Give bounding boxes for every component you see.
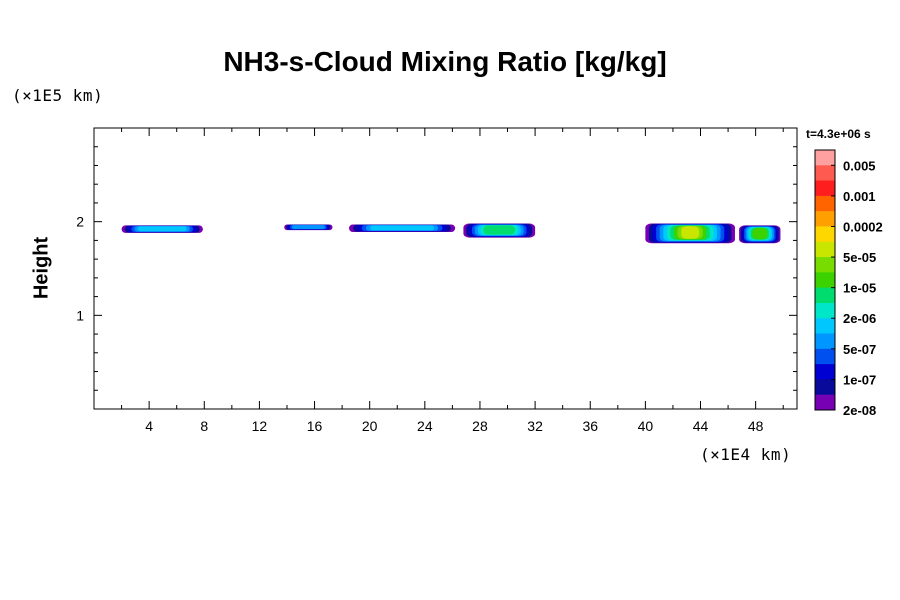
colorbar-label: 0.0002 bbox=[843, 219, 883, 234]
cloud-region bbox=[121, 225, 203, 233]
cloud-field bbox=[121, 223, 781, 244]
colorbar-swatch bbox=[815, 226, 835, 243]
colorbar-swatch bbox=[815, 257, 835, 273]
colorbar-swatch bbox=[815, 150, 835, 166]
colorbar-swatch bbox=[815, 165, 835, 182]
x-tick-label: 24 bbox=[417, 418, 433, 434]
x-tick-label: 20 bbox=[362, 418, 378, 434]
cloud-region bbox=[284, 224, 333, 231]
x-tick-label: 36 bbox=[582, 418, 598, 434]
colorbar-swatch bbox=[815, 211, 835, 227]
y-axis-unit: (×1E5 km) bbox=[12, 86, 104, 105]
colorbar-swatch bbox=[815, 379, 835, 396]
colorbar-swatch bbox=[815, 318, 835, 335]
x-tick-label: 28 bbox=[472, 418, 488, 434]
cloud-layer bbox=[370, 225, 434, 231]
cloud-layer bbox=[752, 227, 768, 240]
colorbar-label: 2e-06 bbox=[843, 311, 876, 326]
time-label: t=4.3e+06 s bbox=[806, 127, 871, 141]
cloud-layer bbox=[681, 226, 700, 239]
colorbar-swatch bbox=[815, 287, 835, 304]
cloud-region bbox=[463, 223, 536, 238]
cloud-layer bbox=[137, 226, 187, 232]
colorbar-label: 5e-07 bbox=[843, 342, 876, 357]
colorbar-swatch bbox=[815, 180, 835, 197]
colorbar-swatch bbox=[815, 348, 835, 365]
y-tick-label: 2 bbox=[76, 214, 84, 230]
colorbar-label: 0.005 bbox=[843, 158, 876, 173]
cloud-layer bbox=[483, 225, 516, 235]
x-axis-unit: (×1E4 km) bbox=[700, 445, 792, 464]
x-tick-label: 16 bbox=[307, 418, 323, 434]
cloud-region bbox=[349, 224, 456, 232]
colorbar-swatch bbox=[815, 241, 835, 258]
colorbar-label: 1e-07 bbox=[843, 372, 876, 387]
colorbar-swatch bbox=[815, 302, 835, 319]
colorbar-swatch bbox=[815, 394, 835, 411]
x-tick-label: 32 bbox=[527, 418, 543, 434]
colorbar-swatch bbox=[815, 364, 835, 380]
plot-frame bbox=[93, 127, 798, 410]
x-tick-label: 4 bbox=[145, 418, 153, 434]
colorbar-label: 1e-05 bbox=[843, 281, 876, 296]
colorbar: 0.005 0.001 0.0002 5e-05 1e-05 2e-06 5e-07 1e-0… bbox=[814, 149, 883, 418]
cloud-region bbox=[739, 225, 781, 244]
colorbar-label: 2e-08 bbox=[843, 403, 876, 418]
x-tick-label: 8 bbox=[200, 418, 208, 434]
chart-title: NH3-s-Cloud Mixing Ratio [kg/kg] bbox=[223, 46, 667, 77]
colorbar-swatch bbox=[815, 195, 835, 212]
x-tick-label: 48 bbox=[748, 418, 764, 434]
x-tick-label: 44 bbox=[693, 418, 709, 434]
colorbar-frame bbox=[814, 149, 836, 411]
cloud-layer bbox=[291, 225, 325, 229]
colorbar-label: 0.001 bbox=[843, 189, 876, 204]
colorbar-label: 5e-05 bbox=[843, 250, 876, 265]
colorbar-swatch bbox=[815, 333, 835, 350]
cloud-region bbox=[645, 223, 735, 244]
x-tick-label: 12 bbox=[252, 418, 268, 434]
y-tick-label: 1 bbox=[76, 307, 84, 323]
x-tick-label: 40 bbox=[638, 418, 654, 434]
colorbar-swatch bbox=[815, 272, 835, 289]
